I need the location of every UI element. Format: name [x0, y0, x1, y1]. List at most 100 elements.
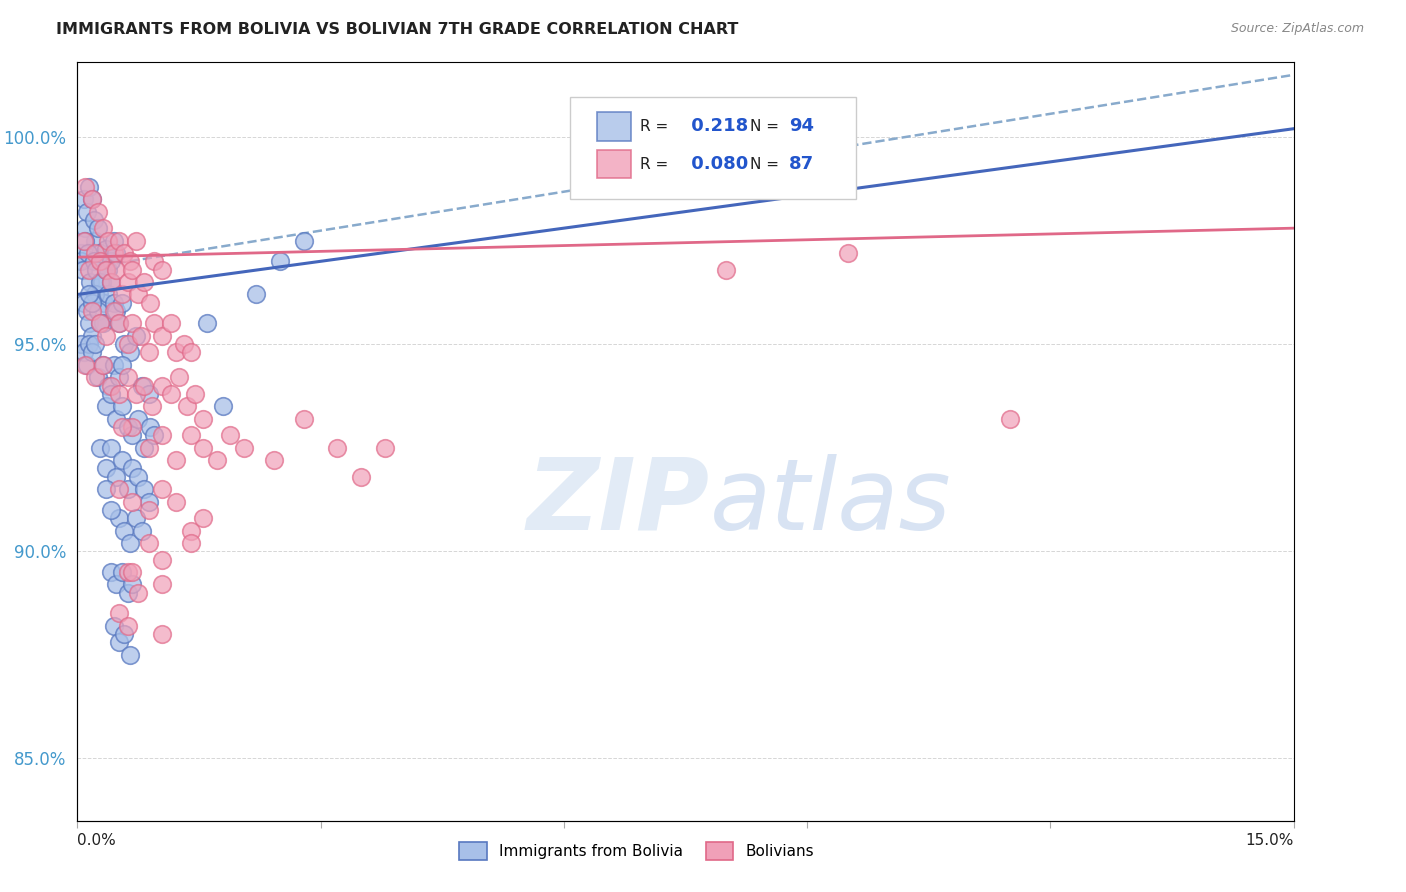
Point — [125, 387, 148, 401]
Point — [83, 213, 105, 227]
Point — [94, 400, 117, 414]
Point — [117, 337, 139, 351]
Point — [79, 317, 101, 331]
Point — [105, 577, 128, 591]
Point — [138, 494, 160, 508]
Point — [73, 192, 96, 206]
Point — [70, 254, 93, 268]
Point — [89, 275, 111, 289]
Point — [94, 262, 117, 277]
Point — [79, 275, 101, 289]
Point — [94, 461, 117, 475]
Point — [117, 619, 139, 633]
Point — [89, 317, 111, 331]
Point — [245, 287, 267, 301]
Point — [105, 304, 128, 318]
Point — [75, 221, 97, 235]
Point — [91, 221, 114, 235]
Point — [90, 275, 112, 289]
Point — [94, 482, 117, 496]
Point — [76, 358, 98, 372]
Legend: Immigrants from Bolivia, Bolivians: Immigrants from Bolivia, Bolivians — [453, 836, 820, 866]
Point — [105, 411, 128, 425]
Point — [143, 317, 166, 331]
Point — [326, 441, 349, 455]
Point — [121, 262, 143, 277]
Point — [121, 494, 143, 508]
Point — [100, 503, 122, 517]
Point — [103, 234, 125, 248]
Point — [837, 246, 859, 260]
Point — [76, 304, 98, 318]
Point — [138, 387, 160, 401]
Point — [176, 400, 198, 414]
Text: 15.0%: 15.0% — [1246, 833, 1294, 848]
Point — [79, 262, 101, 277]
Point — [121, 577, 143, 591]
Point — [152, 552, 174, 566]
Point — [73, 295, 96, 310]
Point — [89, 317, 111, 331]
Point — [117, 586, 139, 600]
Point — [108, 234, 131, 248]
Point — [132, 378, 155, 392]
Point — [165, 345, 187, 359]
Point — [79, 287, 101, 301]
Point — [374, 441, 396, 455]
Point — [80, 329, 103, 343]
Point — [180, 524, 202, 538]
Point — [108, 370, 131, 384]
Point — [218, 428, 240, 442]
Point — [125, 511, 148, 525]
Text: 87: 87 — [789, 155, 814, 173]
Point — [73, 345, 96, 359]
Point — [108, 482, 131, 496]
Point — [141, 400, 163, 414]
Point — [292, 411, 315, 425]
Point — [152, 577, 174, 591]
Point — [84, 370, 107, 384]
Point — [105, 262, 128, 277]
Point — [118, 648, 141, 662]
Point — [138, 536, 160, 550]
Point — [86, 221, 108, 235]
Text: N =: N = — [749, 119, 783, 134]
Point — [117, 565, 139, 579]
Point — [94, 262, 117, 277]
Point — [180, 428, 202, 442]
Bar — [596, 112, 631, 141]
Point — [103, 358, 125, 372]
Point — [117, 370, 139, 384]
Point — [138, 503, 160, 517]
FancyBboxPatch shape — [569, 96, 856, 199]
Point — [80, 295, 103, 310]
Point — [269, 254, 291, 268]
Point — [84, 262, 107, 277]
Point — [180, 536, 202, 550]
Point — [112, 524, 135, 538]
Point — [112, 246, 135, 260]
Point — [76, 246, 98, 260]
Point — [105, 469, 128, 483]
Point — [100, 441, 122, 455]
Point — [131, 378, 153, 392]
Point — [111, 358, 134, 372]
Point — [91, 317, 114, 331]
Point — [117, 275, 139, 289]
Point — [100, 387, 122, 401]
Text: Source: ZipAtlas.com: Source: ZipAtlas.com — [1230, 22, 1364, 36]
Point — [232, 441, 254, 455]
Text: 0.218: 0.218 — [686, 117, 748, 135]
Point — [191, 411, 214, 425]
Point — [111, 565, 134, 579]
Point — [121, 317, 143, 331]
Point — [108, 635, 131, 649]
Point — [108, 317, 131, 331]
Point — [100, 565, 122, 579]
Point — [152, 262, 174, 277]
Point — [118, 345, 141, 359]
Point — [86, 370, 108, 384]
Point — [94, 242, 117, 256]
Point — [143, 254, 166, 268]
Point — [117, 482, 139, 496]
